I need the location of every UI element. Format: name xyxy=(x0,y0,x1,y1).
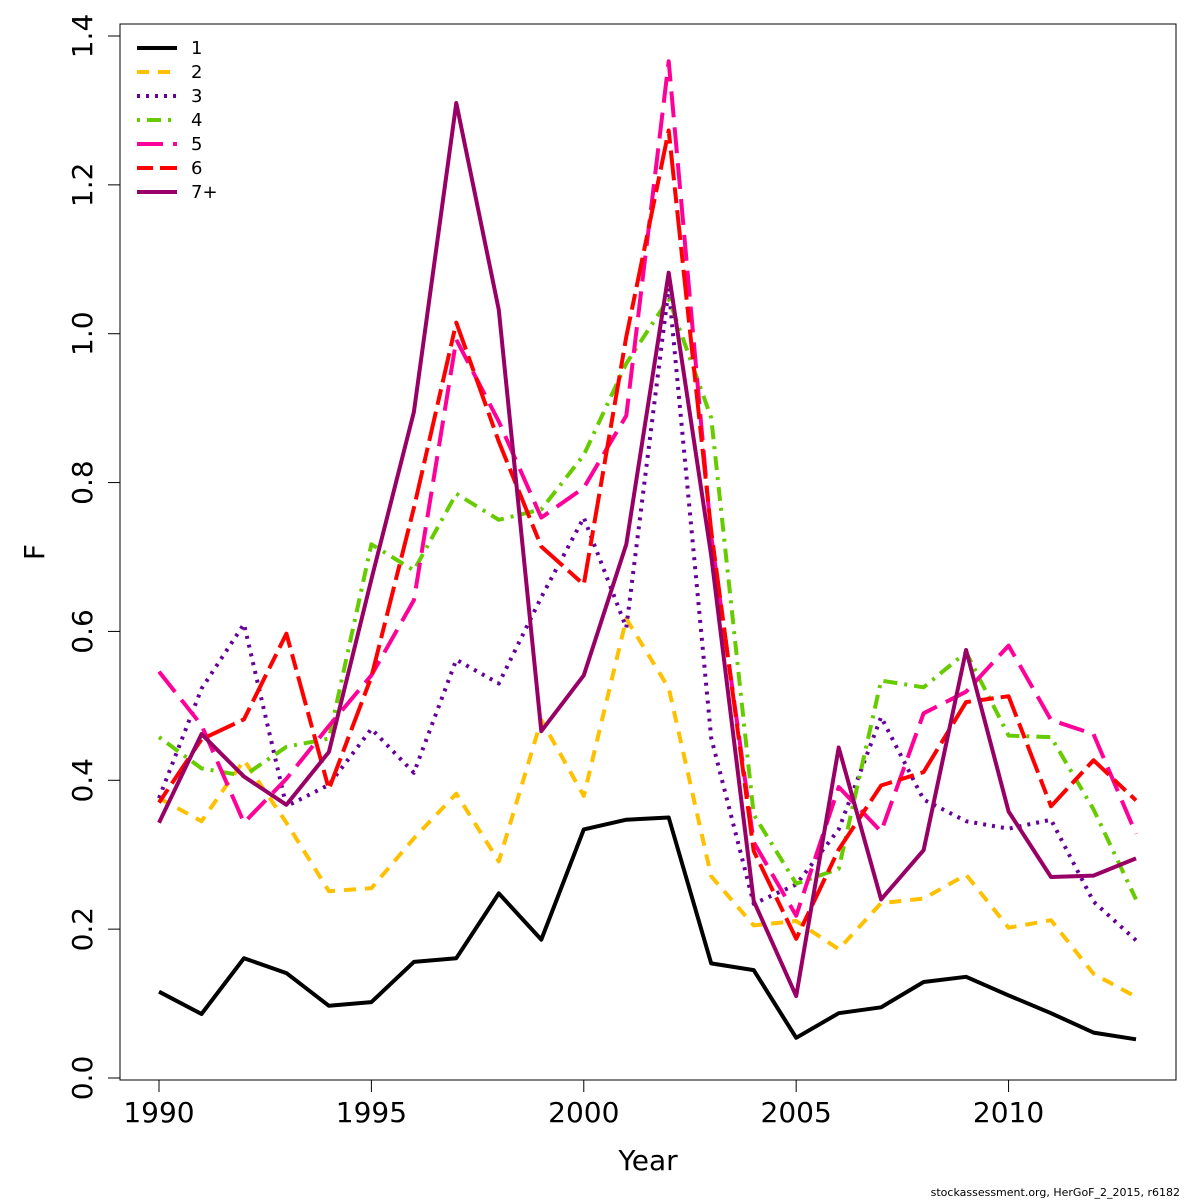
legend-label-2: 2 xyxy=(191,62,202,83)
series-line-5 xyxy=(157,59,1138,918)
y-tick-label: 0.0 xyxy=(66,1056,99,1101)
series-line-7 xyxy=(157,101,1137,999)
series-line-2 xyxy=(158,616,1137,999)
x-tick-label: 2005 xyxy=(761,1096,832,1129)
legend-label-6: 6 xyxy=(191,158,202,179)
legend-label-3: 3 xyxy=(191,86,202,107)
series-layer xyxy=(157,59,1138,1042)
legend-label-7: 7+ xyxy=(191,182,218,203)
y-tick-label: 1.2 xyxy=(66,163,99,208)
legend-label-5: 5 xyxy=(191,134,202,155)
x-tick-label: 1990 xyxy=(123,1096,194,1129)
footer-credit: stockassessment.org, HerGoF_2_2015, r618… xyxy=(931,1186,1180,1199)
x-tick-label: 2010 xyxy=(973,1096,1044,1129)
plot-frame xyxy=(119,23,1177,1081)
legend: 1 2 3 4 5 6 7+ xyxy=(137,38,218,203)
y-axis-title: F xyxy=(18,544,51,560)
y-tick-label: 1.4 xyxy=(66,14,99,59)
series-line-4 xyxy=(157,296,1138,901)
y-axis: 0.0 0.2 0.4 0.6 0.8 1.0 1.2 1.4 xyxy=(66,14,121,1101)
series-line-1 xyxy=(158,815,1137,1042)
legend-label-1: 1 xyxy=(191,38,202,59)
x-axis: 1990 1995 2000 2005 2010 xyxy=(123,1079,1044,1129)
y-tick-label: 0.4 xyxy=(66,758,99,803)
x-axis-title: Year xyxy=(617,1144,678,1177)
x-tick-label: 1995 xyxy=(336,1096,407,1129)
y-tick-label: 0.2 xyxy=(66,907,99,952)
series-line-3 xyxy=(157,286,1138,942)
y-tick-label: 1.0 xyxy=(66,311,99,356)
y-tick-label: 0.8 xyxy=(66,460,99,505)
y-tick-label: 0.6 xyxy=(66,609,99,654)
legend-label-4: 4 xyxy=(191,110,202,131)
x-tick-label: 2000 xyxy=(548,1096,619,1129)
